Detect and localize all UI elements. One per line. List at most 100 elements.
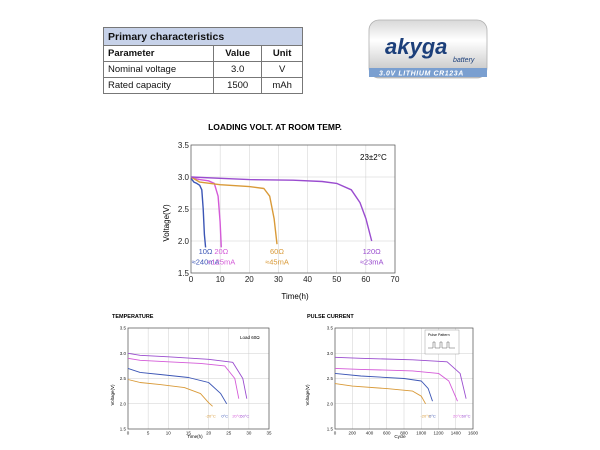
battery-band <box>369 68 487 77</box>
y-tick-label: 3.0 <box>120 351 127 356</box>
table-cell: mAh <box>261 77 303 94</box>
y-axis-label: Voltage(V) <box>110 384 115 406</box>
series-line <box>127 357 240 399</box>
x-tick-label: 1200 <box>433 431 444 436</box>
table-cell: Rated capacity <box>102 77 215 94</box>
battery-band-text: 3.0V LITHIUM CR123A <box>379 71 464 78</box>
series-line <box>334 383 426 405</box>
y-tick-label: 3.0 <box>178 173 190 182</box>
series-resistance-label: 10Ω <box>199 247 213 256</box>
y-tick-label: 3.5 <box>178 141 190 150</box>
plot-frame <box>334 327 474 430</box>
chart-annotation: 23±2°C <box>360 153 387 162</box>
x-tick-label: 10 <box>166 431 172 436</box>
series-line <box>190 176 278 245</box>
series-line <box>334 372 433 402</box>
temperature-chart: TEMPERATURE 0 5 10 15 20 25 30 35 1.5 2.0 2.5 3.0 3.… <box>110 314 272 439</box>
chart-annotation: Pulse Pattern <box>428 333 450 337</box>
x-tick-label: 800 <box>400 431 408 436</box>
y-tick-label: 2.5 <box>120 376 127 381</box>
primary-characteristics-table: Primary characteristics Parameter Value … <box>102 27 303 94</box>
series-name-label: 20°C <box>232 413 241 418</box>
series-name-label: 0°C <box>221 413 228 418</box>
series-name-label: 60°C <box>462 413 471 418</box>
x-tick-label: 35 <box>266 431 272 436</box>
chart-title: TEMPERATURE <box>112 314 154 320</box>
pulse-pattern-inset: Pulse Pattern <box>424 329 460 355</box>
series-line <box>190 176 222 248</box>
series-line <box>334 356 467 399</box>
y-axis-label: Voltage(V) <box>162 204 171 242</box>
plot-frame <box>190 144 396 274</box>
x-tick-label: 60 <box>361 275 370 284</box>
x-tick-label: 30 <box>246 431 252 436</box>
x-tick-label: 70 <box>391 275 400 284</box>
x-tick-label: 0 <box>334 431 337 436</box>
x-tick-label: 50 <box>332 275 341 284</box>
x-tick-label: 15 <box>186 431 192 436</box>
series-resistance-label: 60Ω <box>270 247 284 256</box>
x-tick-label: 0 <box>189 275 194 284</box>
battery-brand-sub: battery <box>453 57 475 64</box>
series-line <box>127 367 228 405</box>
y-tick-label: 2.0 <box>178 237 190 246</box>
chart-title: LOADING VOLT. AT ROOM TEMP. <box>208 122 342 132</box>
y-tick-label: 1.5 <box>178 269 190 278</box>
table-cell: 3.0 <box>213 61 263 78</box>
x-tick-label: 200 <box>348 431 356 436</box>
x-tick-label: 0 <box>127 431 130 436</box>
x-tick-label: 5 <box>147 431 150 436</box>
table-row: Rated capacity 1500 mAh <box>102 77 303 94</box>
column-header-value: Value <box>213 45 263 62</box>
x-axis-label: Cycle <box>394 434 406 439</box>
battery-body <box>368 19 488 79</box>
series-resistance-label: 120Ω <box>363 247 382 256</box>
x-tick-label: 400 <box>366 431 374 436</box>
x-tick-label: 600 <box>383 431 391 436</box>
y-tick-label: 1.5 <box>327 427 334 432</box>
column-header-unit: Unit <box>261 45 303 62</box>
table-title: Primary characteristics <box>103 27 303 46</box>
series-current-label: ≈45mA <box>265 258 289 267</box>
series-line <box>127 352 248 399</box>
pulse-waveform <box>428 341 455 349</box>
series-name-label: -20°C <box>420 413 430 418</box>
series-current-label: ≈23mA <box>360 258 384 267</box>
series-name-label: 20°C <box>453 413 462 418</box>
loading-voltage-chart: LOADING VOLT. AT ROOM TEMP. 0 10 20 30 40 50 6… <box>162 122 400 301</box>
y-tick-label: 1.5 <box>120 427 127 432</box>
x-tick-label: 1000 <box>416 431 427 436</box>
series-resistance-label: 20Ω <box>214 247 228 256</box>
x-tick-label: 1400 <box>451 431 462 436</box>
series-line <box>127 379 213 407</box>
table-row: Nominal voltage 3.0 V <box>102 61 303 78</box>
series-line <box>190 176 373 242</box>
x-tick-label: 20 <box>245 275 254 284</box>
x-tick-label: 25 <box>226 431 232 436</box>
x-axis-label: Time(h) <box>187 434 203 439</box>
y-tick-label: 2.0 <box>327 401 334 406</box>
chart-title: PULSE CURRENT <box>307 314 354 320</box>
table-cell: 1500 <box>213 77 263 94</box>
x-axis-label: Time(h) <box>281 292 309 301</box>
series-current-label: ≈240mA <box>192 258 220 267</box>
battery-brand-logo: akyga <box>385 34 447 59</box>
table-cell: V <box>261 61 303 78</box>
series-current-label: ≈125mA <box>207 258 235 267</box>
series-line <box>334 367 458 402</box>
y-tick-label: 3.5 <box>120 326 127 331</box>
pulse-current-chart: PULSE CURRENT 0 200 400 600 800 1000 1200 1400 1… <box>305 314 479 439</box>
y-tick-label: 3.5 <box>327 326 334 331</box>
series-name-label: 0°C <box>429 413 436 418</box>
x-tick-label: 40 <box>303 275 312 284</box>
series-name-label: 60°C <box>240 413 249 418</box>
plot-frame <box>127 327 270 430</box>
x-tick-label: 20 <box>206 431 212 436</box>
table-cell: Nominal voltage <box>102 61 215 78</box>
x-tick-label: 30 <box>274 275 283 284</box>
y-tick-label: 2.0 <box>120 401 127 406</box>
x-tick-label: 10 <box>216 275 225 284</box>
series-name-label: -20°C <box>205 413 215 418</box>
y-tick-label: 2.5 <box>327 376 334 381</box>
chart-annotation: Load 60Ω <box>240 335 260 340</box>
